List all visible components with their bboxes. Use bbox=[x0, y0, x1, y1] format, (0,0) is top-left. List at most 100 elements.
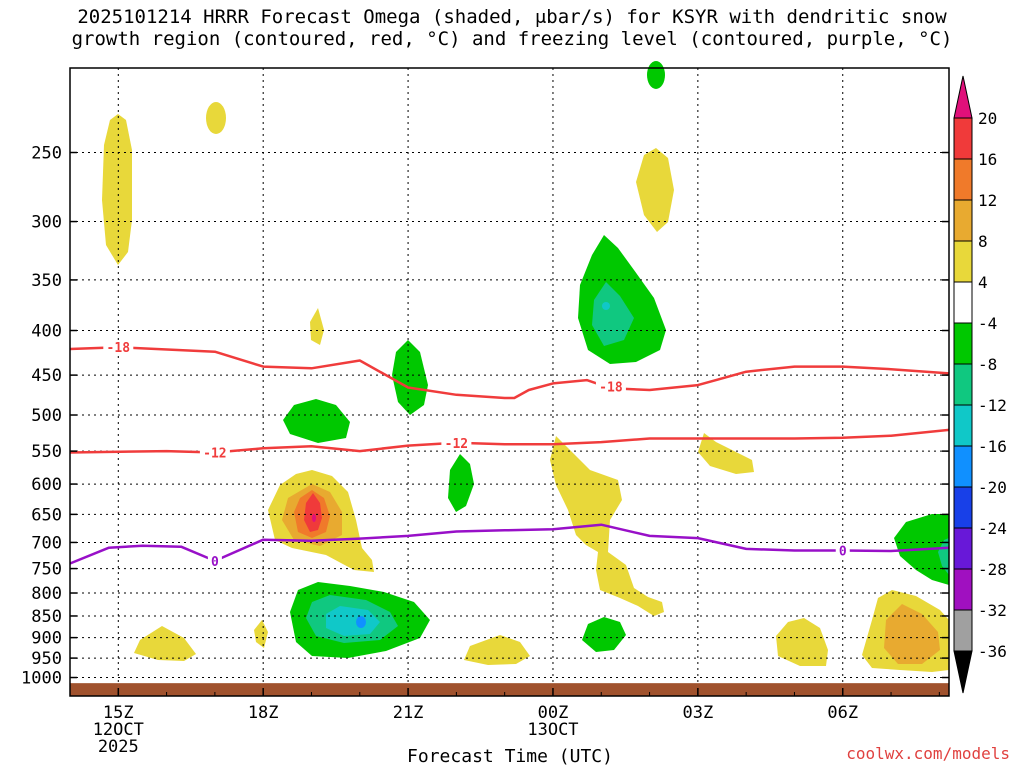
y-tick-label: 600 bbox=[31, 475, 62, 495]
contour-label-background bbox=[207, 553, 222, 568]
colorbar-label: -4 bbox=[978, 314, 997, 333]
y-tick-label: 1000 bbox=[21, 669, 62, 689]
colorbar-segment bbox=[953, 281, 973, 324]
contour-label-background bbox=[835, 543, 850, 558]
colorbar-segment bbox=[953, 240, 973, 283]
axes: 2503003504004505005506006507007508008509… bbox=[21, 67, 950, 757]
ground-fill bbox=[70, 683, 949, 696]
contour-label: -12 bbox=[445, 437, 468, 452]
omega-ascent-region bbox=[206, 102, 226, 134]
colorbar-label: 4 bbox=[978, 273, 988, 292]
y-tick-label: 950 bbox=[31, 649, 62, 669]
chart-title: 2025101214 HRRR Forecast Omega (shaded, … bbox=[0, 6, 1024, 50]
omega-descent-region bbox=[392, 340, 428, 415]
contour-label-background bbox=[595, 379, 626, 394]
colorbar-segment bbox=[953, 322, 973, 365]
colorbar-label: -8 bbox=[978, 355, 997, 374]
omega-ascent-region bbox=[134, 626, 196, 661]
colorbar-segment bbox=[953, 568, 973, 611]
contour-label: -18 bbox=[599, 381, 623, 396]
omega-descent-region bbox=[283, 399, 350, 443]
x-tick-label: 18Z bbox=[248, 703, 279, 723]
source-credit[interactable]: coolwx.com/models bbox=[846, 744, 1010, 763]
colorbar-segment bbox=[953, 117, 973, 160]
chart-title-line1: 2025101214 HRRR Forecast Omega (shaded, … bbox=[77, 6, 947, 28]
y-tick-label: 250 bbox=[31, 144, 62, 164]
omega-descent-region bbox=[326, 606, 380, 636]
omega-ascent-region bbox=[310, 308, 324, 345]
contour-label-background bbox=[103, 340, 134, 355]
colorbar-label: -36 bbox=[978, 642, 1007, 661]
x-tick-date-label: 12OCT bbox=[93, 720, 144, 740]
x-tick-label: 15Z bbox=[103, 703, 134, 723]
y-tick-label: 900 bbox=[31, 629, 62, 649]
colorbar-segment bbox=[953, 527, 973, 570]
x-tick-label: 21Z bbox=[393, 703, 424, 723]
colorbar-label: 20 bbox=[978, 109, 997, 128]
colorbar-label: 12 bbox=[978, 191, 997, 210]
omega-ascent-region bbox=[776, 618, 828, 666]
colorbar-top-arrow bbox=[953, 75, 973, 119]
omega-ascent-region bbox=[464, 635, 530, 665]
colorbar-segment bbox=[953, 363, 973, 406]
omega-ascent-region bbox=[636, 148, 674, 232]
colorbar-segment bbox=[953, 609, 973, 652]
contour-line-1 bbox=[69, 428, 950, 454]
x-tick-year-label: 2025 bbox=[98, 737, 139, 757]
plot-area: -18 -18 -12 -12 0 0 bbox=[69, 61, 950, 696]
omega-descent-region bbox=[647, 61, 665, 89]
x-tick-label: 00Z bbox=[538, 703, 569, 723]
colorbar-segment bbox=[953, 486, 973, 529]
omega-ascent-region bbox=[304, 493, 322, 532]
contour-label-background bbox=[441, 435, 472, 450]
y-tick-label: 750 bbox=[31, 560, 62, 580]
omega-descent-region bbox=[602, 302, 610, 310]
colorbar-label: -28 bbox=[978, 560, 1007, 579]
contour-label: 0 bbox=[839, 544, 847, 559]
plot-frame bbox=[69, 67, 950, 697]
y-tick-label: 650 bbox=[31, 505, 62, 525]
contour-line-0 bbox=[69, 345, 950, 400]
omega-descent-region bbox=[356, 616, 366, 628]
x-tick-date-label: 13OCT bbox=[527, 720, 578, 740]
y-tick-label: 850 bbox=[31, 607, 62, 627]
contour-label: -18 bbox=[107, 341, 131, 356]
contour-line-2 bbox=[69, 523, 950, 565]
colorbar: 20 16 12 8 4 -4 -8 -12 -16 -20 -24 -28 -32 -36 bbox=[953, 75, 1007, 694]
y-tick-label: 450 bbox=[31, 366, 62, 386]
omega-peak-marker bbox=[312, 514, 316, 522]
y-tick-label: 400 bbox=[31, 322, 62, 342]
colorbar-label: -16 bbox=[978, 437, 1007, 456]
colorbar-label: -20 bbox=[978, 478, 1007, 497]
y-tick-label: 350 bbox=[31, 271, 62, 291]
y-tick-label: 700 bbox=[31, 533, 62, 553]
colorbar-segment bbox=[953, 199, 973, 242]
colorbar-label: -32 bbox=[978, 601, 1007, 620]
y-tick-label: 300 bbox=[31, 213, 62, 233]
plot-background bbox=[70, 68, 949, 696]
x-tick-label: 06Z bbox=[827, 703, 858, 723]
omega-descent-region bbox=[582, 617, 626, 652]
colorbar-label: 8 bbox=[978, 232, 988, 251]
y-tick-label: 500 bbox=[31, 406, 62, 426]
omega-ascent-region bbox=[102, 114, 132, 265]
y-tick-label: 800 bbox=[31, 584, 62, 604]
omega-descent-region bbox=[448, 454, 474, 512]
colorbar-label: -12 bbox=[978, 396, 1007, 415]
omega-descent-region bbox=[592, 282, 634, 346]
colorbar-label: 16 bbox=[978, 150, 997, 169]
colorbar-bottom-arrow bbox=[953, 650, 973, 694]
colorbar-segment bbox=[953, 404, 973, 447]
x-tick-label: 03Z bbox=[682, 703, 713, 723]
colorbar-label: -24 bbox=[978, 519, 1007, 538]
colorbar-segment bbox=[953, 445, 973, 488]
chart-title-line2: growth region (contoured, red, °C) and f… bbox=[71, 28, 953, 50]
colorbar-segment bbox=[953, 158, 973, 201]
x-axis-label: Forecast Time (UTC) bbox=[407, 746, 613, 767]
omega-ascent-region bbox=[884, 604, 940, 664]
contour-label-background bbox=[199, 445, 230, 460]
omega-ascent-region bbox=[698, 433, 754, 474]
omega-ascent-region bbox=[254, 620, 268, 648]
contour-label: -12 bbox=[203, 446, 226, 461]
